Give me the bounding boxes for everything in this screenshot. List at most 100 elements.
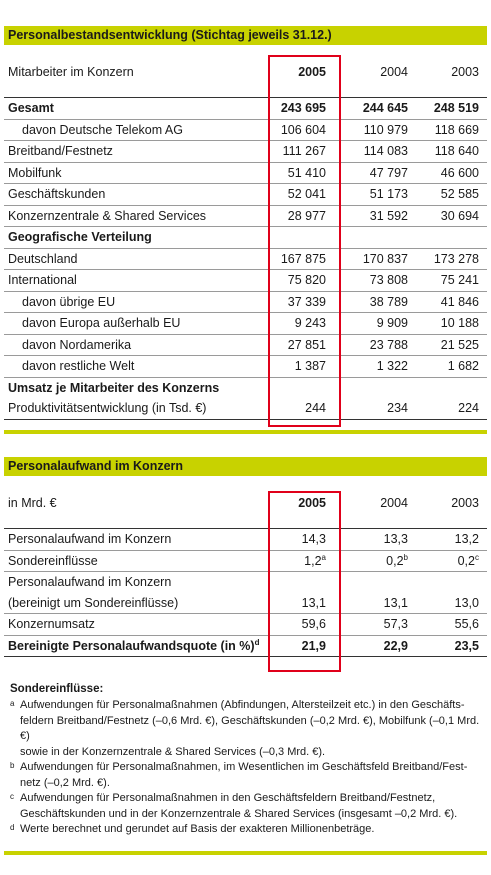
row-label: Geschäftskunden: [4, 183, 269, 206]
table-row: (bereinigt um Sondereinflüsse) 13,1 13,1 13…: [4, 592, 487, 614]
value-2004: 234: [344, 398, 416, 420]
footnotes-list: a Aufwendungen für Personalmaßnahmen (Abf…: [10, 698, 480, 838]
table-row: Geschäftskunden 52 041 51 173 52 585: [4, 183, 487, 206]
footnote-item: a Aufwendungen für Personalmaßnahmen (Abf…: [10, 698, 480, 760]
header-2004: 2004: [344, 478, 416, 529]
value-2003: [416, 377, 487, 398]
highlight-2005-table2: [268, 491, 341, 672]
table-row: Umsatz je Mitarbeiter des Konzerns: [4, 377, 487, 398]
value-2005: 52 041: [269, 183, 344, 206]
value-2003: 0,2c: [416, 550, 487, 572]
section-title-personalaufwand: Personalaufwand im Konzern: [4, 457, 487, 476]
value-2005: 59,6: [269, 613, 344, 636]
row-label: Gesamt: [4, 97, 269, 120]
value-2005: 37 339: [269, 291, 344, 313]
row-label: Breitband/Festnetz: [4, 140, 269, 163]
footnote-mark: d: [10, 823, 15, 832]
table-row: Konzernumsatz 59,6 57,3 55,6: [4, 613, 487, 636]
bottom-divider: [4, 851, 487, 855]
value-2005: 1 387: [269, 355, 344, 378]
value-2005: [269, 226, 344, 249]
value-2004: 47 797: [344, 162, 416, 184]
value-2003: 1 682: [416, 355, 487, 378]
value-2004: 114 083: [344, 140, 416, 163]
row-label: Personalaufwand im Konzern: [8, 575, 172, 589]
value-2005: 1,2a: [269, 550, 344, 572]
footnote-marker: c: [475, 552, 479, 562]
value-2003: 30 694: [416, 205, 487, 227]
table-row: International 75 820 73 808 75 241: [4, 269, 487, 292]
footnote-text: Werte berechnet und gerundet auf Basis d…: [20, 823, 375, 835]
value-2003: 118 640: [416, 140, 487, 163]
section-divider: [4, 430, 487, 434]
value-2004: 73 808: [344, 269, 416, 292]
footnote-text: Aufwendungen für Personalmaßnahmen, im W…: [20, 761, 468, 789]
footnotes-title: Sondereinflüsse:: [10, 683, 104, 695]
value-2005: 106 604: [269, 119, 344, 141]
value-2005: 28 977: [269, 205, 344, 227]
value-2003: [416, 226, 487, 249]
value-2004: 51 173: [344, 183, 416, 206]
header-label: in Mrd. €: [4, 478, 269, 529]
table-row: Mobilfunk 51 410 47 797 46 600: [4, 162, 487, 184]
value-2005: 14,3: [269, 528, 344, 551]
row-label: Konzernzentrale & Shared Services: [4, 205, 269, 227]
table-row: davon Nordamerika 27 851 23 788 21 525: [4, 334, 487, 356]
value-2003: 13,0: [416, 592, 487, 614]
header-2003: 2003: [416, 478, 487, 529]
table-row: davon Deutsche Telekom AG 106 604 110 979 1…: [4, 119, 487, 141]
footnote-marker: a: [321, 552, 326, 562]
value-2004: [344, 377, 416, 398]
value-2004: 13,3: [344, 528, 416, 551]
value-2005: 167 875: [269, 248, 344, 270]
table-row: Sondereinflüsse 1,2a 0,2b 0,2c: [4, 550, 487, 572]
footnote-mark: a: [10, 699, 15, 708]
footnote-text: Aufwendungen für Personalmaßnahmen in de…: [20, 792, 458, 820]
value-2003: 118 669: [416, 119, 487, 141]
value-2004: 13,1: [344, 592, 416, 614]
footnote-text: Aufwendungen für Personalmaßnahmen (Abfi…: [20, 699, 480, 758]
value-2005: 51 410: [269, 162, 344, 184]
value-2003: 13,2: [416, 528, 487, 551]
value-2005: 21,9: [269, 635, 344, 657]
value-2005: 13,1: [269, 592, 344, 614]
table-row: davon Europa außerhalb EU 9 243 9 909 10 18…: [4, 312, 487, 335]
row-label: davon Deutsche Telekom AG: [4, 119, 269, 141]
row-label: Mobilfunk: [4, 162, 269, 184]
row-label: (bereinigt um Sondereinflüsse): [4, 592, 269, 614]
value-2004: 110 979: [344, 119, 416, 141]
value-2004: 38 789: [344, 291, 416, 313]
row-label: Umsatz je Mitarbeiter des Konzerns: [8, 380, 220, 395]
value-2003: 75 241: [416, 269, 487, 292]
row-label: Bereinigte Personalaufwandsquote (in %)d: [4, 635, 269, 657]
header-2004: 2004: [344, 47, 416, 98]
value-2003: 224: [416, 398, 487, 420]
value-2003: 173 278: [416, 248, 487, 270]
table-header-row: Mitarbeiter im Konzern 2005 2004 2003: [4, 47, 487, 98]
table-row: Gesamt 243 695 244 645 248 519: [4, 97, 487, 120]
table-row: davon restliche Welt 1 387 1 322 1 682: [4, 355, 487, 378]
value-2004: 57,3: [344, 613, 416, 636]
personalbestand-table: Mitarbeiter im Konzern 2005 2004 2003 Ge…: [4, 47, 487, 420]
value-2005: 244: [269, 398, 344, 420]
footnote-mark: b: [10, 761, 15, 770]
row-label: International: [4, 269, 269, 292]
row-label: Produktivitätsentwicklung (in Tsd. €): [4, 398, 269, 420]
row-label: davon übrige EU: [4, 291, 269, 313]
section-title-personalbestand: Personalbestandsentwicklung (Stichtag je…: [4, 26, 487, 45]
value-2004: 1 322: [344, 355, 416, 378]
value-2005: 243 695: [269, 97, 344, 120]
value-2004: [344, 572, 416, 593]
value-2004: 170 837: [344, 248, 416, 270]
value-2004: 0,2b: [344, 550, 416, 572]
value-2005: 111 267: [269, 140, 344, 163]
row-label: Personalaufwand im Konzern: [4, 528, 269, 551]
table-row: Bereinigte Personalaufwandsquote (in %)d…: [4, 635, 487, 657]
value-2004: 23 788: [344, 334, 416, 356]
footnote-mark: c: [10, 792, 14, 801]
value-2005: 9 243: [269, 312, 344, 335]
value-2003: 55,6: [416, 613, 487, 636]
footnote-marker: b: [403, 552, 408, 562]
table-row: Konzernzentrale & Shared Services 28 977 3…: [4, 205, 487, 227]
